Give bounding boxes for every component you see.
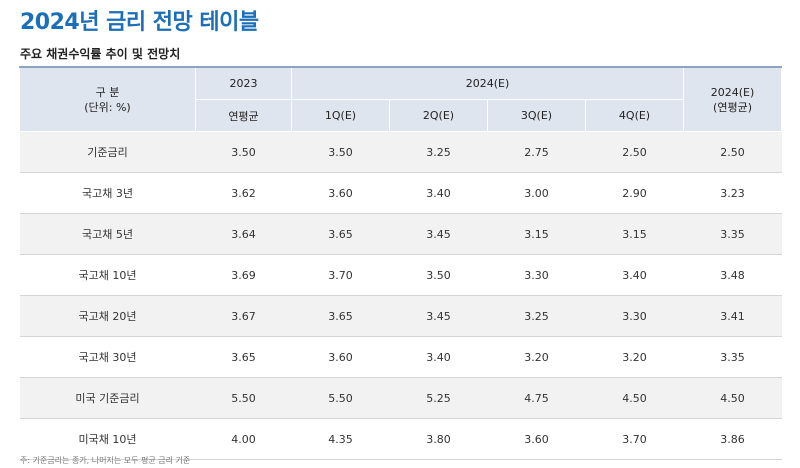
cell-q2: 3.45 [389,213,488,255]
row-label: 국고채 5년 [19,213,196,255]
cell-2023: 3.69 [195,254,292,296]
cell-q1: 3.65 [291,295,390,337]
cell-q1: 4.35 [291,418,390,460]
cell-2024-average: 3.23 [683,172,782,214]
header-category-unit: (단위: %) [84,100,131,114]
cell-q3: 3.20 [487,336,586,378]
cell-q2: 3.25 [389,131,488,173]
cell-q2: 3.50 [389,254,488,296]
cell-q1: 3.50 [291,131,390,173]
cell-q1: 5.50 [291,377,390,419]
cell-2023: 3.65 [195,336,292,378]
cell-q3: 3.00 [487,172,586,214]
cell-2023: 3.67 [195,295,292,337]
table-row: 국고채 3년 3.62 3.60 3.40 3.00 2.90 3.23 [19,172,782,214]
cell-2024-average: 3.35 [683,336,782,378]
cell-q4: 3.70 [585,418,684,460]
header-2024-average: 2024(E) (연평균) [683,66,783,132]
header-category: 구 분 (단위: %) [19,66,196,132]
cell-q3: 3.30 [487,254,586,296]
header-2024-group: 2024(E) [290,66,685,100]
cell-q1: 3.70 [291,254,390,296]
cell-q3: 3.60 [487,418,586,460]
cell-q4: 3.15 [585,213,684,255]
cell-q3: 3.25 [487,295,586,337]
table-row: 미국채 10년 4.00 4.35 3.80 3.60 3.70 3.86 [19,418,782,460]
row-label: 국고채 30년 [19,336,196,378]
cell-q2: 3.45 [389,295,488,337]
table-row: 기준금리 3.50 3.50 3.25 2.75 2.50 2.50 [19,131,782,173]
row-label: 미국채 10년 [19,418,196,460]
cell-q4: 3.30 [585,295,684,337]
cell-2023: 3.64 [195,213,292,255]
cell-2023: 5.50 [195,377,292,419]
cell-q4: 3.40 [585,254,684,296]
header-row-top: 구 분 (단위: %) 2023 2024(E) 2024(E) (연평균) [19,66,783,132]
cell-2024-average: 3.86 [683,418,782,460]
row-label: 기준금리 [19,131,196,173]
cell-2024-average: 2.50 [683,131,782,173]
table-header: 구 분 (단위: %) 2023 2024(E) 2024(E) (연평균) 연… [19,66,783,132]
table-footnote: 주: 기준금리는 종가, 나머지는 모두 평균 금리 기준 [20,456,191,465]
cell-q1: 3.60 [291,336,390,378]
header-q3: 3Q(E) [487,99,586,132]
row-label: 국고채 3년 [19,172,196,214]
cell-2024-average: 3.41 [683,295,782,337]
cell-q3: 4.75 [487,377,586,419]
table-row: 국고채 30년 3.65 3.60 3.40 3.20 3.20 3.35 [19,336,782,378]
header-2023-average: 연평균 [195,99,292,132]
table-row: 국고채 10년 3.69 3.70 3.50 3.30 3.40 3.48 [19,254,782,296]
header-q4: 4Q(E) [584,99,685,132]
header-category-label: 구 분 [95,85,120,99]
header-2023: 2023 [195,66,292,100]
row-label: 국고채 10년 [19,254,196,296]
cell-q2: 5.25 [389,377,488,419]
header-q2: 2Q(E) [389,99,488,132]
cell-q2: 3.40 [389,172,488,214]
cell-2023: 3.50 [195,131,292,173]
cell-q3: 2.75 [487,131,586,173]
row-label: 미국 기준금리 [19,377,196,419]
cell-q2: 3.40 [389,336,488,378]
cell-2023: 3.62 [195,172,292,214]
cell-q1: 3.65 [291,213,390,255]
cell-2024-average: 4.50 [683,377,782,419]
header-row-bottom: 연평균 1Q(E) 2Q(E) 3Q(E) 4Q(E) [20,99,782,132]
table-row: 국고채 5년 3.64 3.65 3.45 3.15 3.15 3.35 [19,213,782,255]
table-row: 미국 기준금리 5.50 5.50 5.25 4.75 4.50 4.50 [19,377,782,419]
page-title: 2024년 금리 전망 테이블 [20,10,259,35]
cell-2024-average: 3.35 [683,213,782,255]
table-subtitle: 주요 채권수익률 추이 및 전망치 [20,47,181,61]
header-q1: 1Q(E) [291,99,390,132]
cell-q1: 3.60 [291,172,390,214]
table-body: 기준금리 3.50 3.50 3.25 2.75 2.50 2.50 국고채 3… [19,131,782,460]
cell-q4: 2.90 [585,172,684,214]
header-2024-average-sub: (연평균) [713,100,752,114]
cell-q2: 3.80 [389,418,488,460]
cell-q4: 3.20 [585,336,684,378]
cell-q3: 3.15 [487,213,586,255]
cell-q4: 2.50 [585,131,684,173]
table-row: 국고채 20년 3.67 3.65 3.45 3.25 3.30 3.41 [19,295,782,337]
cell-2024-average: 3.48 [683,254,782,296]
rate-forecast-table: 구 분 (단위: %) 2023 2024(E) 2024(E) (연평균) 연… [19,66,783,460]
cell-q4: 4.50 [585,377,684,419]
header-2024-average-label: 2024(E) [710,85,755,99]
row-label: 국고채 20년 [19,295,196,337]
cell-2023: 4.00 [195,418,292,460]
